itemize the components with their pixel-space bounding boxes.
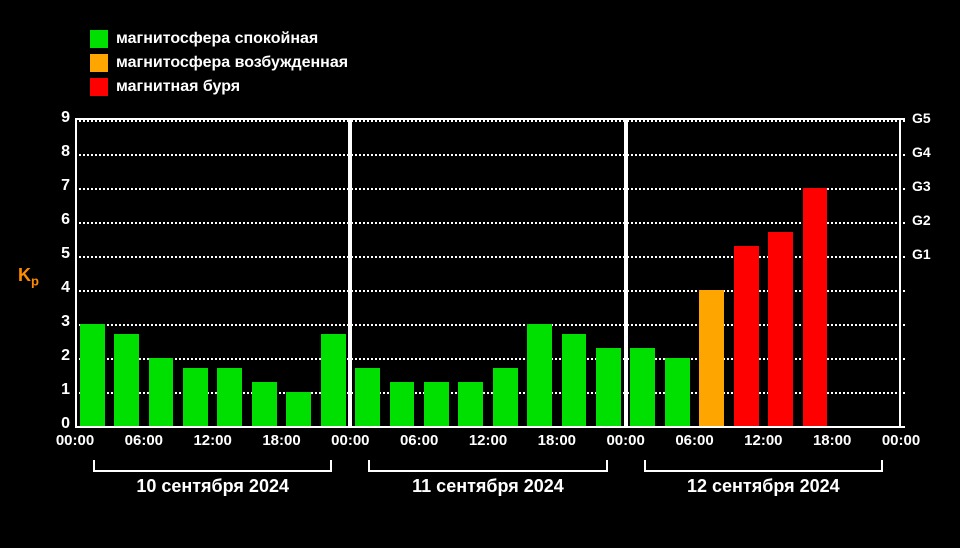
legend: магнитосфера спокойная магнитосфера возбу… bbox=[90, 28, 348, 100]
date-group: 12 сентября 2024 bbox=[626, 460, 901, 500]
date-bracket bbox=[644, 470, 883, 472]
bar bbox=[596, 348, 621, 426]
legend-item: магнитосфера спокойная bbox=[90, 28, 348, 50]
legend-item: магнитосфера возбужденная bbox=[90, 52, 348, 74]
bar bbox=[699, 290, 724, 426]
x-tick-label: 12:00 bbox=[193, 432, 231, 449]
x-axis-labels: 00:00 06:00 12:00 18:00 00:00 06:00 12:00 18:00… bbox=[75, 432, 905, 452]
y-tick-label: 9 bbox=[61, 109, 70, 127]
y-tick-label: 6 bbox=[61, 211, 70, 229]
legend-swatch bbox=[90, 54, 108, 72]
x-tick-label: 06:00 bbox=[675, 432, 713, 449]
legend-label: магнитосфера возбужденная bbox=[116, 54, 348, 72]
y-axis-labels: 0123456789 bbox=[50, 118, 70, 428]
legend-label: магнитосфера спокойная bbox=[116, 30, 318, 48]
bar bbox=[80, 324, 105, 426]
g-scale-label: G5 bbox=[912, 110, 931, 126]
x-tick-label: 06:00 bbox=[125, 432, 163, 449]
y-tick-label: 5 bbox=[61, 245, 70, 263]
date-label: 10 сентября 2024 bbox=[136, 476, 289, 497]
grid-line bbox=[75, 222, 905, 224]
bar bbox=[768, 232, 793, 426]
bar bbox=[149, 358, 174, 426]
grid-line bbox=[75, 120, 905, 122]
bar bbox=[562, 334, 587, 426]
x-tick-label: 00:00 bbox=[606, 432, 644, 449]
y-axis-title: Kp bbox=[18, 265, 39, 289]
y-tick-label: 7 bbox=[61, 177, 70, 195]
plot-area bbox=[75, 118, 905, 428]
bar bbox=[458, 382, 483, 426]
g-scale-label: G4 bbox=[912, 144, 931, 160]
g-scale-label: G3 bbox=[912, 178, 931, 194]
date-label: 12 сентября 2024 bbox=[687, 476, 840, 497]
y-tick-label: 4 bbox=[61, 279, 70, 297]
date-bracket bbox=[368, 470, 607, 472]
bar bbox=[527, 324, 552, 426]
x-tick-label: 06:00 bbox=[400, 432, 438, 449]
g-scale-label: G1 bbox=[912, 246, 931, 262]
x-tick-label: 18:00 bbox=[538, 432, 576, 449]
date-bracket bbox=[93, 470, 332, 472]
bar bbox=[355, 368, 380, 426]
date-group: 10 сентября 2024 bbox=[75, 460, 350, 500]
bar bbox=[183, 368, 208, 426]
legend-label: магнитная буря bbox=[116, 78, 240, 96]
date-labels: 10 сентября 2024 11 сентября 2024 12 сентя… bbox=[75, 460, 905, 510]
date-group: 11 сентября 2024 bbox=[350, 460, 625, 500]
legend-swatch bbox=[90, 78, 108, 96]
bar bbox=[114, 334, 139, 426]
y-tick-label: 0 bbox=[61, 415, 70, 433]
x-tick-label: 00:00 bbox=[882, 432, 920, 449]
y-tick-label: 1 bbox=[61, 381, 70, 399]
y-tick-label: 2 bbox=[61, 347, 70, 365]
bar bbox=[321, 334, 346, 426]
date-label: 11 сентября 2024 bbox=[412, 476, 564, 497]
x-tick-label: 18:00 bbox=[813, 432, 851, 449]
x-tick-label: 12:00 bbox=[469, 432, 507, 449]
bar bbox=[286, 392, 311, 426]
x-tick-label: 18:00 bbox=[262, 432, 300, 449]
bar bbox=[803, 188, 828, 426]
bar bbox=[424, 382, 449, 426]
bar bbox=[630, 348, 655, 426]
legend-item: магнитная буря bbox=[90, 76, 348, 98]
x-tick-label: 12:00 bbox=[744, 432, 782, 449]
y-tick-label: 3 bbox=[61, 313, 70, 331]
grid-line bbox=[75, 188, 905, 190]
legend-swatch bbox=[90, 30, 108, 48]
g-scale-label: G2 bbox=[912, 212, 931, 228]
x-tick-label: 00:00 bbox=[331, 432, 369, 449]
bar bbox=[217, 368, 242, 426]
bar bbox=[665, 358, 690, 426]
x-tick-label: 00:00 bbox=[56, 432, 94, 449]
y-tick-label: 8 bbox=[61, 143, 70, 161]
bar bbox=[390, 382, 415, 426]
bar bbox=[734, 246, 759, 426]
bar bbox=[252, 382, 277, 426]
grid-line bbox=[75, 154, 905, 156]
bar bbox=[493, 368, 518, 426]
